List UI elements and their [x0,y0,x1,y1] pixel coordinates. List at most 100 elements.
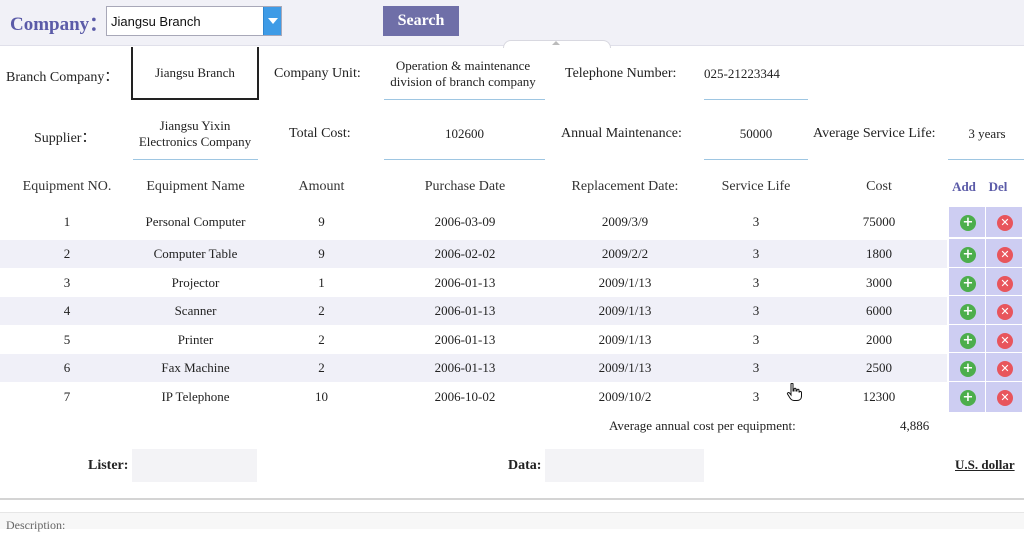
top-toolbar: Company： Jiangsu Branch Search [0,0,1024,46]
header-purchase-date: Purchase Date [424,179,506,194]
search-button[interactable]: Search [383,6,459,36]
x-circle-icon: ✕ [997,361,1013,377]
cell-replacement-date: 2009/1/13 [598,275,652,290]
cell-amount: 10 [315,389,328,404]
avg-annual-cost-label: Average annual cost per equipment: [609,418,796,433]
avg-service-life-label: Average Service Life: [813,126,936,141]
table-row: 3 Projector 1 2006-01-13 2009/1/13 3 3000 [0,269,947,297]
annual-maintenance-label: Annual Maintenance: [561,126,682,141]
branch-company-label: Branch Company： [6,70,119,85]
cell-service-life: 3 [752,360,760,375]
cell-cost: 1800 [866,246,892,261]
data-label: Data: [508,458,542,473]
company-unit-underline [384,99,545,100]
cell-equipment-no: 4 [63,303,71,318]
cell-cost: 12300 [862,389,896,404]
hand-pointer-icon [786,383,802,401]
lister-input[interactable] [132,449,257,482]
add-row-button[interactable]: + [948,381,986,413]
company-label: Company： [10,14,109,35]
company-unit-value-line2: division of branch company [390,74,536,89]
plus-circle-icon: + [960,333,976,349]
x-circle-icon: ✕ [997,247,1013,263]
delete-row-button[interactable]: ✕ [985,352,1023,384]
cell-service-life: 3 [752,332,760,347]
table-row: 5 Printer 2 2006-01-13 2009/1/13 3 2000 [0,326,947,354]
company-select[interactable]: Jiangsu Branch [106,6,282,36]
avg-annual-cost-value: 4,886 [900,418,930,433]
cell-equipment-name: IP Telephone [161,389,230,404]
cell-service-life: 3 [752,389,760,404]
telephone-value: 025-21223344 [704,66,780,81]
plus-circle-icon: + [960,215,976,231]
telephone-label: Telephone Number: [565,66,677,81]
cell-replacement-date: 2009/3/9 [601,214,649,229]
cell-purchase-date: 2006-01-13 [434,303,496,318]
header-amount: Amount [298,179,345,194]
header-cost: Cost [866,179,892,194]
delete-row-button[interactable]: ✕ [985,206,1023,238]
cell-equipment-name: Fax Machine [161,360,230,375]
cell-equipment-name: Computer Table [153,246,238,261]
cell-cost: 6000 [866,303,892,318]
add-row-button[interactable]: + [948,267,986,299]
annual-maintenance-underline [704,159,808,160]
cell-service-life: 3 [752,214,760,229]
description-label: Description: [6,518,66,532]
add-row-button[interactable]: + [948,352,986,384]
company-unit-value-line1: Operation & maintenance [395,58,531,73]
data-input[interactable] [545,449,704,482]
cell-purchase-date: 2006-01-13 [434,360,496,375]
header-add: Add [952,179,976,194]
cell-purchase-date: 2006-01-13 [434,275,496,290]
cell-replacement-date: 2009/10/2 [598,389,652,404]
supplier-value-line2: Electronics Company [138,134,252,149]
plus-circle-icon: + [960,304,976,320]
x-circle-icon: ✕ [997,215,1013,231]
cell-cost: 2000 [866,332,892,347]
plus-circle-icon: + [960,361,976,377]
x-circle-icon: ✕ [997,333,1013,349]
cell-equipment-no: 2 [63,246,71,261]
company-unit-label: Company Unit: [274,66,361,81]
delete-row-button[interactable]: ✕ [985,267,1023,299]
cell-service-life: 3 [752,246,760,261]
delete-row-button[interactable]: ✕ [985,238,1023,270]
cell-amount: 2 [318,360,325,375]
total-cost-underline [384,159,545,160]
delete-row-button[interactable]: ✕ [985,324,1023,356]
branch-company-value: Jiangsu Branch [155,65,235,80]
table-row: 4 Scanner 2 2006-01-13 2009/1/13 3 6000 [0,297,947,325]
add-row-button[interactable]: + [948,295,986,327]
add-row-button[interactable]: + [948,206,986,238]
cell-amount: 2 [318,303,325,318]
currency-link[interactable]: U.S. dollar [955,457,1015,472]
add-row-button[interactable]: + [948,324,986,356]
delete-row-button[interactable]: ✕ [985,295,1023,327]
total-cost-label: Total Cost: [289,126,351,141]
cell-equipment-no: 5 [63,332,71,347]
delete-row-button[interactable]: ✕ [985,381,1023,413]
cell-replacement-date: 2009/1/13 [598,360,652,375]
chevron-down-icon[interactable] [263,7,281,35]
cell-purchase-date: 2006-03-09 [434,214,496,229]
header-del: Del [988,179,1008,194]
header-replacement-date: Replacement Date: [571,179,679,194]
avg-service-life-underline [948,159,1024,160]
x-circle-icon: ✕ [997,276,1013,292]
plus-circle-icon: + [960,247,976,263]
cell-amount: 9 [318,214,325,229]
cell-cost: 3000 [866,275,892,290]
avg-service-life-value: 3 years [968,126,1006,141]
total-cost-value: 102600 [445,126,484,141]
supplier-label: Supplier： [34,131,96,146]
cell-service-life: 3 [752,275,760,290]
add-row-button[interactable]: + [948,238,986,270]
cell-equipment-name: Printer [177,332,214,347]
table-row: 6 Fax Machine 2 2006-01-13 2009/1/13 3 2500 [0,354,947,382]
table-row: 2 Computer Table 9 2006-02-02 2009/2/2 3 1800 [0,240,947,268]
branch-company-field[interactable] [131,47,259,100]
header-service-life: Service Life [721,179,791,194]
table-row: 1 Personal Computer 9 2006-03-09 2009/3/9 3 75… [0,208,947,236]
x-circle-icon: ✕ [997,390,1013,406]
